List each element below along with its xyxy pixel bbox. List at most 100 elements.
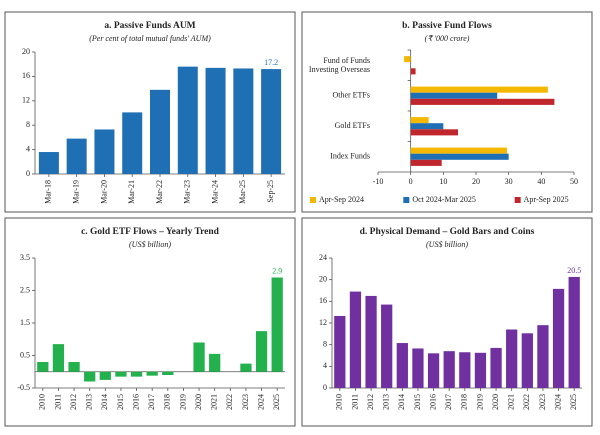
x-tick-label: Mar-22 xyxy=(155,180,164,204)
bar xyxy=(404,56,411,63)
y-tick-label: 0.5 xyxy=(20,350,30,359)
bar xyxy=(130,371,143,377)
legend-swatch xyxy=(310,197,316,203)
bar xyxy=(38,152,59,174)
y-tick-label: 0 xyxy=(323,383,327,392)
bar xyxy=(474,352,487,388)
bar xyxy=(552,288,565,388)
bar xyxy=(412,348,424,388)
bar xyxy=(240,363,252,372)
x-tick-label: 2015 xyxy=(116,394,125,410)
chart-title: b. Passive Fund Flows xyxy=(402,21,492,31)
y-tick-label: 2.5 xyxy=(20,285,30,294)
chart-subtitle: (US$ billion) xyxy=(129,240,171,249)
y-tick-label: 4 xyxy=(26,144,30,153)
bar xyxy=(365,295,377,388)
bar xyxy=(381,304,393,388)
x-tick-label: Mar-25 xyxy=(238,180,247,204)
bar xyxy=(521,333,533,388)
bar xyxy=(84,371,96,382)
bar xyxy=(410,98,555,105)
x-tick-label: 50 xyxy=(570,177,578,186)
x-tick-label: 2025 xyxy=(569,394,578,410)
x-tick-label: 2024 xyxy=(256,394,265,410)
x-tick-label: 2017 xyxy=(444,394,453,410)
bar xyxy=(261,69,282,174)
panel-frame xyxy=(4,11,296,213)
x-tick-label: 2016 xyxy=(131,394,140,410)
x-tick-label: 2011 xyxy=(53,394,62,410)
x-tick-label: 10 xyxy=(439,177,447,186)
bar xyxy=(99,371,111,380)
bar xyxy=(506,329,518,388)
bar xyxy=(410,147,508,154)
bar xyxy=(410,86,548,93)
bar xyxy=(205,67,226,174)
x-tick-label: 2024 xyxy=(553,394,562,410)
x-tick-label: 2020 xyxy=(194,394,203,410)
x-tick-label: 30 xyxy=(505,177,513,186)
legend-label: Oct 2024-Mar 2025 xyxy=(412,195,476,204)
panel-frame xyxy=(301,11,593,213)
y-tick-label: 16 xyxy=(22,71,30,80)
y-tick-label: Gold ETFs xyxy=(335,121,370,130)
chart-subtitle: (₹ '000 crore) xyxy=(425,34,470,43)
x-tick-label: -10 xyxy=(373,177,384,186)
bar xyxy=(209,353,221,372)
x-tick-label: 2018 xyxy=(163,394,172,410)
bar xyxy=(410,129,459,136)
x-tick-label: 2021 xyxy=(210,394,219,410)
bar xyxy=(443,351,455,388)
x-tick-label: 2011 xyxy=(350,394,359,410)
x-tick-label: Mar-23 xyxy=(183,180,192,204)
bar xyxy=(334,315,346,388)
x-tick-label: 2022 xyxy=(225,394,234,410)
y-tick-label: 12 xyxy=(319,318,327,327)
bar xyxy=(410,117,429,124)
chart-title: c. Gold ETF Flows – Yearly Trend xyxy=(81,227,220,237)
bar xyxy=(37,362,49,372)
x-tick-label: 2023 xyxy=(241,394,250,410)
bar xyxy=(255,331,268,372)
bar xyxy=(410,92,498,99)
x-tick-label: Mar-18 xyxy=(44,180,53,204)
y-tick-label: 20 xyxy=(319,274,327,283)
x-tick-label: 2019 xyxy=(178,394,187,410)
x-tick-label: Sep-25 xyxy=(266,180,275,203)
bar xyxy=(568,276,580,388)
x-tick-label: 0 xyxy=(409,177,413,186)
x-tick-label: 2013 xyxy=(382,394,391,410)
bar xyxy=(66,138,87,174)
x-tick-label: 2023 xyxy=(538,394,547,410)
legend-label: Apr-Sep 2025 xyxy=(524,195,569,204)
x-tick-label: Mar-19 xyxy=(71,180,80,204)
x-tick-label: 2010 xyxy=(335,394,344,410)
value-label: 20.5 xyxy=(567,266,581,275)
x-tick-label: 2016 xyxy=(428,394,437,410)
x-tick-label: 2022 xyxy=(522,394,531,410)
y-tick-label: 20 xyxy=(22,47,30,56)
x-tick-label: Mar-20 xyxy=(99,180,108,204)
chart-title: d. Physical Demand – Gold Bars and Coins xyxy=(360,227,535,237)
y-tick-label: 4 xyxy=(323,361,327,370)
bar xyxy=(537,325,549,388)
panel-frame xyxy=(301,217,593,427)
bar xyxy=(94,129,115,174)
bar xyxy=(193,342,205,372)
bar xyxy=(396,343,408,388)
x-tick-label: 2021 xyxy=(507,394,516,410)
x-tick-label: 2014 xyxy=(397,394,406,410)
x-tick-label: 2019 xyxy=(475,394,484,410)
legend-swatch xyxy=(403,197,410,203)
panel-frame xyxy=(4,217,296,427)
value-label: 2.9 xyxy=(272,266,282,275)
legend-swatch xyxy=(514,197,521,203)
x-tick-label: 2010 xyxy=(38,394,47,410)
bar xyxy=(410,153,509,160)
y-tick-label: 8 xyxy=(26,120,30,129)
bar xyxy=(115,371,127,377)
bar xyxy=(52,344,65,372)
x-tick-label: 2015 xyxy=(413,394,422,410)
x-tick-label: 2020 xyxy=(491,394,500,410)
